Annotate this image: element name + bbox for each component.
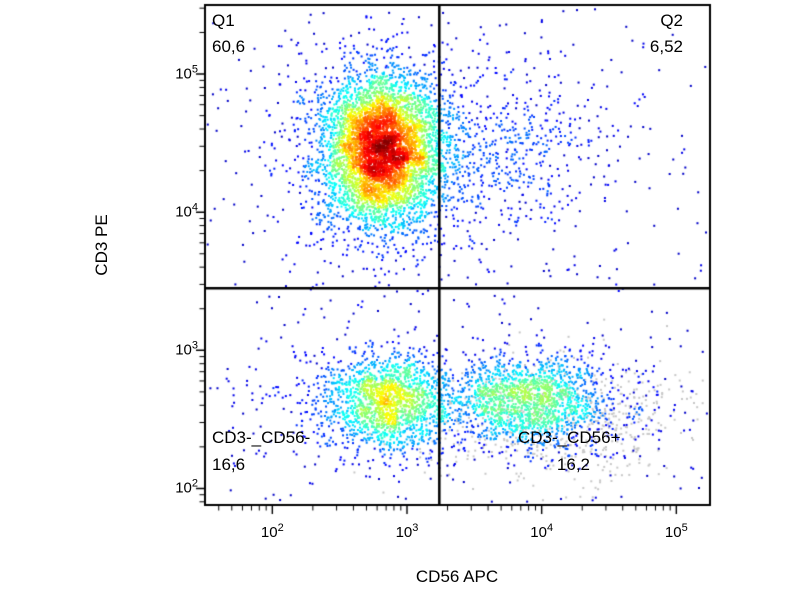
quadrant-q1-label: Q1	[212, 11, 235, 30]
x-tick-label: 103	[395, 522, 419, 541]
quadrant-q3-value: 16,6	[212, 455, 246, 474]
x-tick-label: 104	[530, 522, 554, 541]
y-axis-label: CD3 PE	[92, 214, 111, 276]
quadrant-q4-value: 16,2	[556, 455, 590, 474]
x-tick-label: 102	[260, 522, 284, 541]
quadrant-q2-value: 6,52	[649, 37, 683, 56]
y-tick-label: 105	[175, 63, 198, 83]
y-tick-label: 102	[175, 477, 198, 497]
y-tick-label: 104	[175, 201, 198, 221]
quadrant-q2-label: Q2	[660, 11, 683, 30]
quadrant-q1-value: 60,6	[212, 37, 246, 56]
x-tick-label: 105	[664, 522, 688, 541]
quadrant-q3-label: CD3-_CD56-	[212, 428, 311, 447]
x-axis-label: CD56 APC	[415, 567, 499, 586]
quadrant-q4-label: CD3-_CD56+	[518, 428, 621, 447]
y-tick-label: 103	[175, 339, 198, 359]
